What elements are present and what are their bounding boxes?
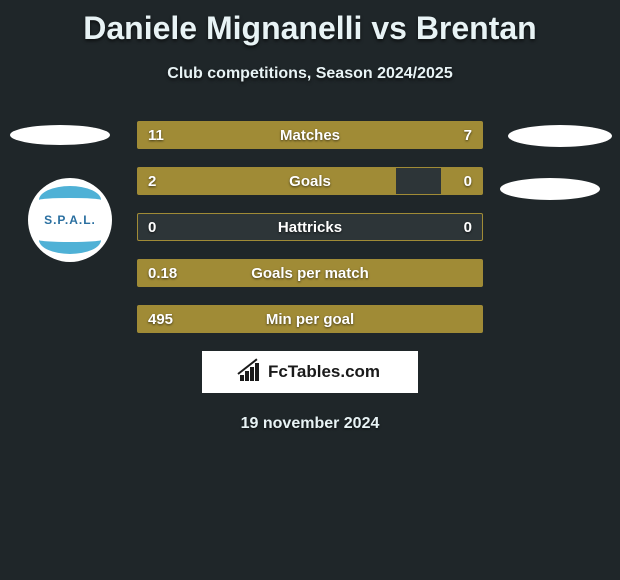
page-title: Daniele Mignanelli vs Brentan [0, 0, 620, 47]
crest-arc-top [39, 186, 101, 200]
stat-row: 0.18Goals per match [137, 259, 483, 287]
placeholder-ellipse [500, 178, 600, 200]
stat-row: 00Hattricks [137, 213, 483, 241]
stat-label: Goals [138, 168, 482, 194]
bar-chart-icon [240, 363, 262, 381]
stat-row: 20Goals [137, 167, 483, 195]
stat-row: 495Min per goal [137, 305, 483, 333]
team-crest-left: S.P.A.L. [28, 178, 112, 262]
placeholder-ellipse [10, 125, 110, 145]
stat-label: Hattricks [138, 214, 482, 240]
brand-box: FcTables.com [202, 351, 418, 393]
brand-text: FcTables.com [268, 362, 380, 382]
stat-row: 117Matches [137, 121, 483, 149]
crest-arc-bottom [39, 240, 101, 254]
placeholder-ellipse [508, 125, 612, 147]
subtitle: Club competitions, Season 2024/2025 [0, 65, 620, 83]
date-text: 19 november 2024 [0, 415, 620, 433]
stat-label: Min per goal [138, 306, 482, 332]
crest-label: S.P.A.L. [44, 213, 96, 227]
stat-label: Matches [138, 122, 482, 148]
stat-label: Goals per match [138, 260, 482, 286]
